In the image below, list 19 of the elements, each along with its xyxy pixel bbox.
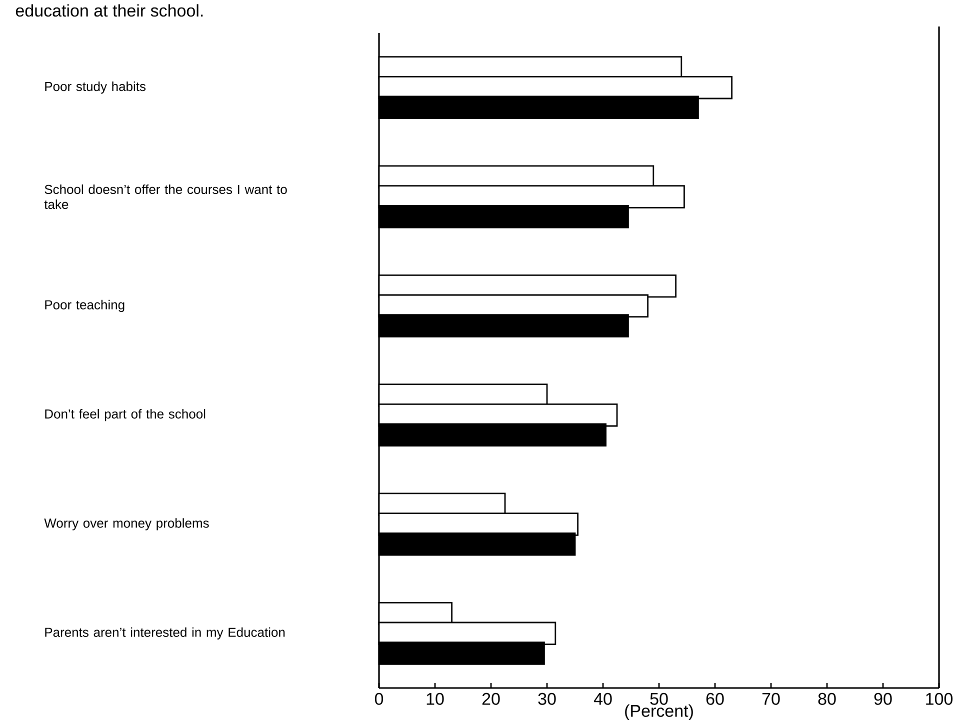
x-tick-label: 60 (706, 692, 724, 705)
x-tick-label: 10 (426, 692, 444, 705)
x-tick-label: 30 (538, 692, 556, 705)
x-tick-label: 80 (818, 692, 836, 705)
text: education at their school. (16, 4, 203, 17)
y-tick-label: Don’t feel part of the school (45, 409, 206, 422)
x-tick-label: 90 (874, 692, 892, 705)
x-tick-label: 100 (926, 692, 953, 705)
x-tick-label: 20 (482, 692, 500, 705)
y-tick-label: School doesn’t offer the courses I want to take (44, 184, 287, 210)
y-tick-label: Poor teaching (45, 300, 124, 312)
y-tick-label: Poor study habits (45, 82, 146, 94)
y-tick-label: Parents aren’t interested in my Education (45, 627, 285, 640)
x-tick-label: 70 (762, 692, 780, 705)
x-axis-title: (Percent) (625, 704, 693, 720)
y-tick-label: Worry over money problems (44, 518, 209, 530)
x-tick-label: 0 (374, 692, 384, 705)
x-tick-label: 40 (594, 692, 612, 705)
x-tick-label: 50 (650, 692, 668, 705)
